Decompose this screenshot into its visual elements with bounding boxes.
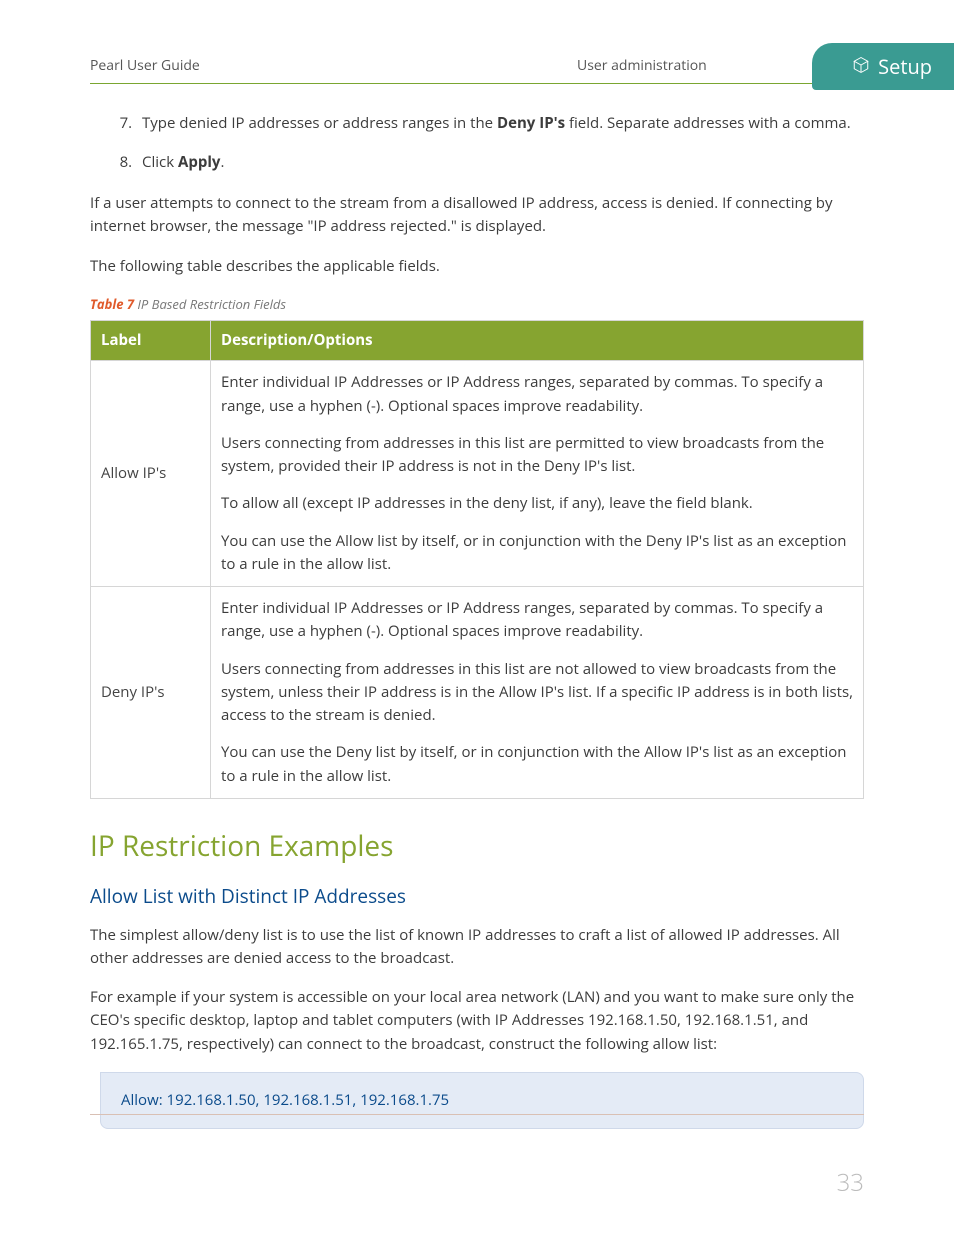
desc-paragraph: You can use the Allow list by itself, or… bbox=[221, 530, 853, 577]
step-text-pre: Click bbox=[142, 152, 178, 172]
desc-paragraph: Users connecting from addresses in this … bbox=[221, 658, 853, 728]
row-label-allow: Allow IP's bbox=[91, 361, 211, 587]
header-guide-title: Pearl User Guide bbox=[90, 55, 377, 77]
table-caption-label: Table 7 bbox=[90, 295, 134, 313]
step-7: Type denied IP addresses or address rang… bbox=[136, 112, 864, 135]
paragraph-table-intro: The following table describes the applic… bbox=[90, 255, 864, 278]
step-bold: Apply bbox=[178, 152, 220, 172]
setup-tab: Setup bbox=[812, 43, 954, 90]
subsection-heading-allow-list: Allow List with Distinct IP Addresses bbox=[90, 882, 864, 911]
desc-paragraph: Users connecting from addresses in this … bbox=[221, 432, 853, 479]
desc-paragraph: Enter individual IP Addresses or IP Addr… bbox=[221, 371, 853, 418]
step-text-pre: Type denied IP addresses or address rang… bbox=[142, 113, 497, 133]
table-row: Allow IP's Enter individual IP Addresses… bbox=[91, 361, 864, 587]
step-8: Click Apply. bbox=[136, 151, 864, 174]
paragraph-simplest-list: The simplest allow/deny list is to use t… bbox=[90, 924, 864, 971]
table-header-label: Label bbox=[91, 321, 211, 361]
ip-restriction-fields-table: Label Description/Options Allow IP's Ent… bbox=[90, 320, 864, 799]
page-content: Type denied IP addresses or address rang… bbox=[90, 112, 864, 1129]
header-section-title: User administration bbox=[377, 55, 864, 77]
step-text-post: field. Separate addresses with a comma. bbox=[565, 113, 851, 133]
allow-list-example: Allow: 192.168.1.50, 192.168.1.51, 192.1… bbox=[100, 1072, 864, 1129]
footer-divider bbox=[90, 1114, 864, 1115]
section-heading-examples: IP Restriction Examples bbox=[90, 825, 864, 868]
page-header: Pearl User Guide User administration Set… bbox=[90, 55, 864, 84]
table-caption-title: IP Based Restriction Fields bbox=[134, 295, 286, 313]
desc-paragraph: You can use the Deny list by itself, or … bbox=[221, 741, 853, 788]
instruction-steps: Type denied IP addresses or address rang… bbox=[136, 112, 864, 175]
table-caption: Table 7 IP Based Restriction Fields bbox=[90, 294, 864, 314]
desc-paragraph: To allow all (except IP addresses in the… bbox=[221, 492, 853, 515]
row-desc-allow: Enter individual IP Addresses or IP Addr… bbox=[211, 361, 864, 587]
table-header-description: Description/Options bbox=[211, 321, 864, 361]
desc-paragraph: Enter individual IP Addresses or IP Addr… bbox=[221, 597, 853, 644]
step-text-post: . bbox=[220, 152, 224, 172]
step-bold: Deny IP's bbox=[497, 113, 565, 133]
row-desc-deny: Enter individual IP Addresses or IP Addr… bbox=[211, 587, 864, 799]
paragraph-example-intro: For example if your system is accessible… bbox=[90, 986, 864, 1056]
row-label-deny: Deny IP's bbox=[91, 587, 211, 799]
setup-tab-label: Setup bbox=[878, 51, 932, 82]
paragraph-access-denied: If a user attempts to connect to the str… bbox=[90, 192, 864, 239]
page-number: 33 bbox=[837, 1164, 864, 1201]
cube-icon bbox=[852, 51, 870, 82]
table-row: Deny IP's Enter individual IP Addresses … bbox=[91, 587, 864, 799]
